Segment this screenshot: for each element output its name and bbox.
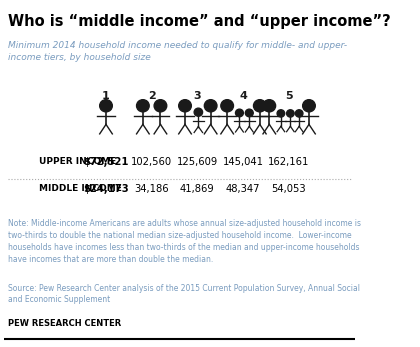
Text: UPPER INCOME: UPPER INCOME bbox=[39, 157, 116, 166]
Text: 2: 2 bbox=[148, 91, 155, 101]
Text: 1: 1 bbox=[102, 91, 110, 101]
Circle shape bbox=[236, 109, 244, 117]
Circle shape bbox=[254, 100, 266, 112]
Text: 162,161: 162,161 bbox=[268, 156, 309, 167]
Circle shape bbox=[295, 110, 303, 117]
Text: 34,186: 34,186 bbox=[134, 184, 169, 194]
Text: Who is “middle income” and “upper income”?: Who is “middle income” and “upper income… bbox=[8, 14, 391, 29]
Text: PEW RESEARCH CENTER: PEW RESEARCH CENTER bbox=[8, 319, 121, 328]
Text: 41,869: 41,869 bbox=[180, 184, 215, 194]
Text: 125,609: 125,609 bbox=[177, 156, 218, 167]
Circle shape bbox=[154, 100, 167, 112]
Text: MIDDLE INCOME: MIDDLE INCOME bbox=[39, 184, 122, 193]
Text: Note: Middle-income Americans are adults whose annual size-adjusted household in: Note: Middle-income Americans are adults… bbox=[8, 219, 361, 264]
Text: 48,347: 48,347 bbox=[226, 184, 260, 194]
Circle shape bbox=[303, 100, 315, 112]
Text: Source: Pew Research Center analysis of the 2015 Current Population Survey, Annu: Source: Pew Research Center analysis of … bbox=[8, 283, 360, 304]
Circle shape bbox=[277, 110, 285, 117]
Circle shape bbox=[245, 109, 253, 117]
Circle shape bbox=[221, 100, 234, 112]
Text: 5: 5 bbox=[285, 91, 292, 101]
Text: $24,173: $24,173 bbox=[83, 184, 129, 194]
Circle shape bbox=[100, 100, 112, 112]
Circle shape bbox=[204, 100, 217, 112]
Text: 54,053: 54,053 bbox=[271, 184, 306, 194]
Text: 4: 4 bbox=[239, 91, 247, 101]
Circle shape bbox=[194, 108, 202, 116]
Text: $72,521: $72,521 bbox=[83, 156, 129, 167]
Text: 3: 3 bbox=[194, 91, 201, 101]
Circle shape bbox=[286, 110, 294, 117]
Text: 102,560: 102,560 bbox=[131, 156, 172, 167]
Circle shape bbox=[263, 100, 276, 112]
Circle shape bbox=[136, 100, 149, 112]
Circle shape bbox=[178, 100, 192, 112]
Text: 145,041: 145,041 bbox=[223, 156, 263, 167]
Text: Minimum 2014 household income needed to qualify for middle- and upper-
income ti: Minimum 2014 household income needed to … bbox=[8, 41, 347, 62]
